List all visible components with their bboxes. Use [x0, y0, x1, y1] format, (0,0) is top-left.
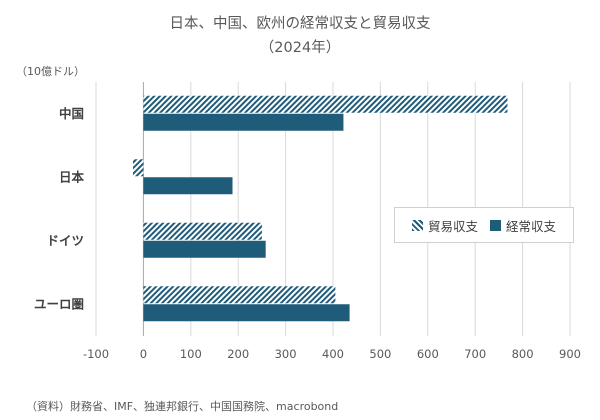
x-tick-label: 700: [464, 347, 486, 361]
legend-swatch-solid: [490, 219, 501, 231]
x-tick-label: 0: [140, 347, 147, 361]
legend-item-current: 経常収支: [490, 216, 556, 235]
chart-legend: 貿易収支 経常収支: [394, 207, 574, 243]
x-tick-label: 400: [322, 347, 344, 361]
category-label: 中国: [59, 106, 84, 121]
chart-title: 日本、中国、欧州の経常収支と貿易収支: [169, 16, 431, 32]
category-label: ユーロ圏: [34, 296, 84, 311]
bar-trade-balance: [143, 95, 508, 113]
legend-item-trade: 貿易収支: [411, 216, 478, 235]
x-tick-label: 200: [227, 347, 249, 361]
legend-label-trade: 貿易収支: [427, 218, 478, 234]
x-tick-label: 300: [275, 347, 297, 361]
unit-label: （10億ドル）: [16, 65, 85, 78]
x-tick-label: 900: [559, 347, 581, 361]
bar-trade-balance: [132, 159, 144, 177]
category-label: 日本: [59, 169, 85, 184]
bar-current-account: [143, 240, 266, 258]
bar-trade-balance: [143, 286, 336, 304]
bar-current-account: [143, 304, 350, 322]
x-tick-label: 500: [369, 347, 391, 361]
category-label: ドイツ: [46, 233, 84, 248]
x-tick-label: 800: [512, 347, 534, 361]
chart-subtitle: （2024年）: [259, 40, 341, 56]
legend-label-current: 経常収支: [506, 218, 557, 234]
x-tick-label: -100: [83, 347, 109, 361]
bar-trade-balance: [143, 222, 262, 240]
x-tick-label: 600: [417, 347, 439, 361]
x-tick-label: 100: [180, 347, 202, 361]
bar-current-account: [143, 177, 233, 195]
legend-swatch-hatched: [411, 219, 423, 231]
source-note: （資料）財務省、IMF、独連邦銀行、中国国務院、macrobond: [26, 400, 339, 413]
bar-current-account: [143, 113, 344, 131]
